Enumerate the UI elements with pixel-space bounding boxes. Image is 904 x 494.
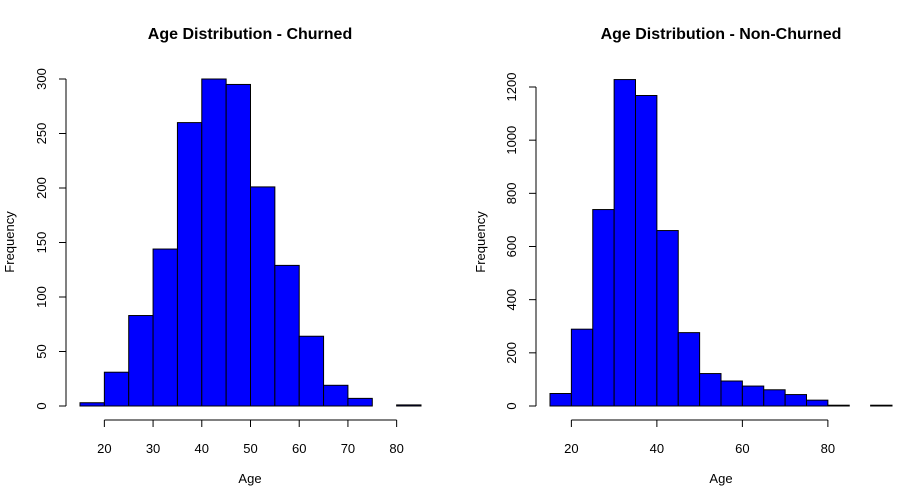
histogram-bar bbox=[784, 394, 807, 407]
histogram-bar bbox=[79, 402, 105, 407]
histogram-non-churned: Age Distribution - Non-Churned Age Frequ… bbox=[473, 26, 893, 486]
y-tick-label: 200 bbox=[34, 177, 49, 199]
chart-title: Age Distribution - Churned bbox=[148, 26, 352, 43]
histogram-bar bbox=[699, 373, 722, 407]
x-tick-label: 20 bbox=[564, 441, 578, 456]
y-tick-label: 150 bbox=[34, 232, 49, 254]
x-axis-label: Age bbox=[709, 471, 732, 486]
histogram-bar bbox=[806, 399, 829, 407]
y-tick-label: 50 bbox=[34, 344, 49, 358]
histogram-bar bbox=[323, 384, 349, 407]
chart-title: Age Distribution - Non-Churned bbox=[601, 26, 842, 43]
x-tick-label: 80 bbox=[389, 441, 403, 456]
x-tick-label: 60 bbox=[292, 441, 306, 456]
histogram-bar bbox=[396, 404, 422, 407]
histogram-bar bbox=[827, 404, 850, 407]
y-tick-label: 600 bbox=[504, 236, 519, 258]
y-tick-label: 0 bbox=[34, 402, 49, 409]
y-tick-label: 800 bbox=[504, 182, 519, 204]
x-tick-label: 60 bbox=[735, 441, 749, 456]
histogram-bar bbox=[570, 328, 594, 407]
histogram-bar bbox=[741, 385, 765, 407]
histogram-bar bbox=[763, 389, 786, 407]
y-axis-label: Frequency bbox=[473, 211, 488, 273]
histogram-bar bbox=[549, 393, 572, 407]
histogram-bar bbox=[225, 83, 251, 407]
histogram-bar bbox=[677, 332, 701, 407]
y-tick-label: 300 bbox=[34, 68, 49, 90]
y-tick-label: 100 bbox=[34, 286, 49, 308]
histogram-bar bbox=[250, 186, 276, 407]
histogram-bar bbox=[613, 79, 636, 407]
y-tick-label: 1200 bbox=[504, 73, 519, 102]
histogram-bar bbox=[720, 380, 743, 407]
x-axis-label: Age bbox=[238, 471, 261, 486]
y-tick-label: 1000 bbox=[504, 126, 519, 155]
histogram-bar bbox=[176, 122, 203, 407]
histogram-bar bbox=[298, 335, 325, 407]
histogram-bar bbox=[635, 95, 658, 407]
x-tick-label: 80 bbox=[821, 441, 835, 456]
histogram-bar bbox=[274, 264, 300, 407]
histogram-bar bbox=[592, 209, 615, 407]
histogram-bar bbox=[201, 78, 227, 407]
x-tick-label: 30 bbox=[146, 441, 160, 456]
histogram-churned: Age Distribution - Churned Age Frequency… bbox=[2, 26, 422, 486]
y-tick-label: 400 bbox=[504, 289, 519, 311]
histogram-bar bbox=[128, 315, 154, 407]
histogram-bar bbox=[656, 230, 679, 407]
y-tick-label: 250 bbox=[34, 123, 49, 145]
y-tick-label: 200 bbox=[504, 342, 519, 364]
x-tick-label: 50 bbox=[243, 441, 257, 456]
y-axis-label: Frequency bbox=[2, 211, 17, 273]
histogram-bar bbox=[870, 404, 893, 407]
histogram-bar bbox=[347, 397, 373, 407]
x-tick-label: 70 bbox=[341, 441, 355, 456]
x-tick-label: 40 bbox=[195, 441, 209, 456]
histogram-bar bbox=[103, 371, 130, 407]
histogram-bar bbox=[152, 248, 178, 407]
y-tick-label: 0 bbox=[504, 402, 519, 409]
x-tick-label: 40 bbox=[650, 441, 664, 456]
x-tick-label: 20 bbox=[97, 441, 111, 456]
